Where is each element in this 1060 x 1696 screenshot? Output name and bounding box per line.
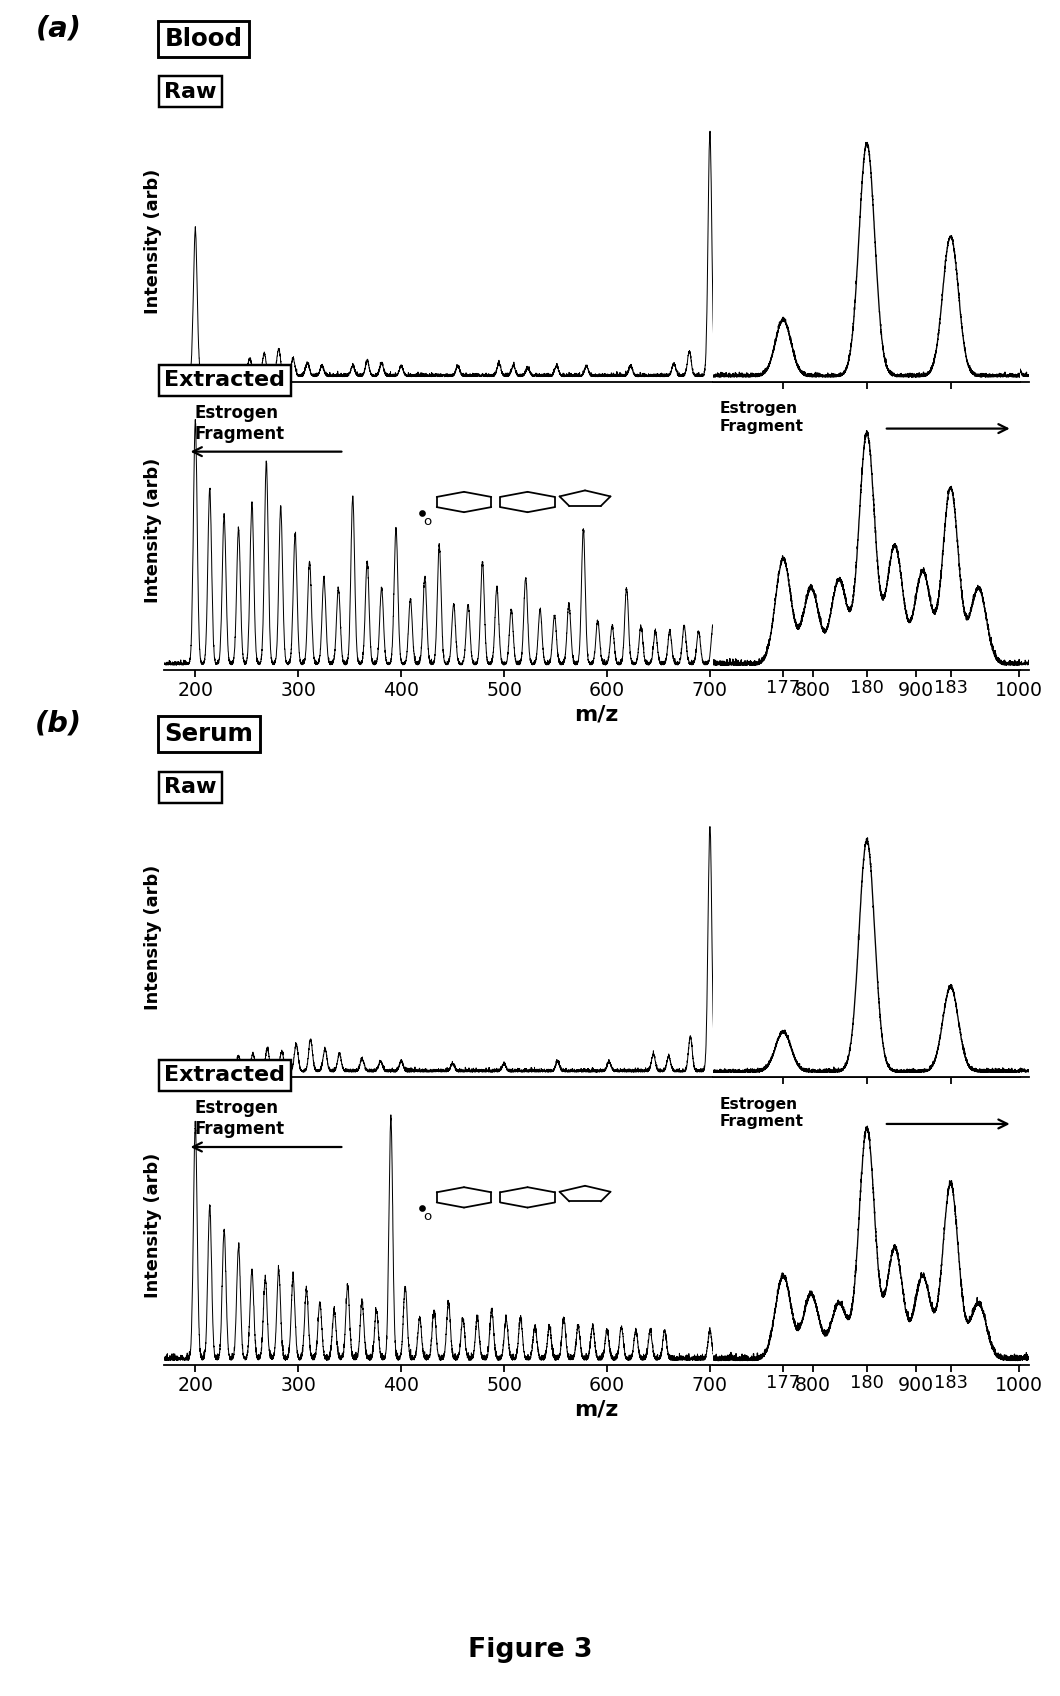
Text: Blood: Blood bbox=[164, 27, 243, 51]
Text: (a): (a) bbox=[35, 14, 82, 42]
Text: Figure 3: Figure 3 bbox=[467, 1637, 593, 1662]
Text: Extracted: Extracted bbox=[164, 1065, 285, 1085]
Text: Estrogen
Fragment: Estrogen Fragment bbox=[195, 1099, 284, 1138]
Text: Raw: Raw bbox=[164, 777, 216, 797]
Text: Estrogen
Fragment: Estrogen Fragment bbox=[195, 404, 284, 443]
X-axis label: m/z: m/z bbox=[575, 1399, 618, 1420]
Y-axis label: Intensity (arb): Intensity (arb) bbox=[144, 865, 162, 1009]
Text: (b): (b) bbox=[35, 709, 82, 738]
Text: o: o bbox=[423, 1209, 431, 1223]
Text: Raw: Raw bbox=[164, 81, 216, 102]
Text: Extracted: Extracted bbox=[164, 370, 285, 390]
Y-axis label: Intensity (arb): Intensity (arb) bbox=[144, 458, 162, 602]
Text: o: o bbox=[423, 514, 431, 527]
Text: Serum: Serum bbox=[164, 722, 253, 746]
Y-axis label: Intensity (arb): Intensity (arb) bbox=[144, 170, 162, 314]
X-axis label: m/z: m/z bbox=[575, 704, 618, 724]
Y-axis label: Intensity (arb): Intensity (arb) bbox=[144, 1153, 162, 1297]
